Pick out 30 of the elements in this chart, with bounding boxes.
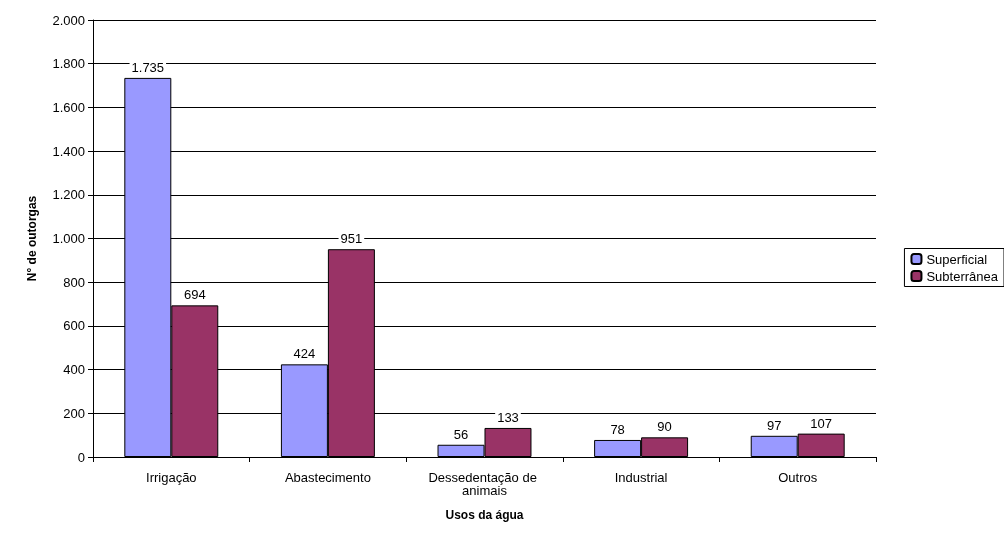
data-label: 78 xyxy=(610,421,625,437)
data-label: 1.735 xyxy=(131,59,165,75)
y-tick-label: 200 xyxy=(63,405,85,421)
x-axis-title: Usos da água xyxy=(445,508,524,522)
y-axis-title: N° de outorgas xyxy=(25,195,39,282)
data-label: 133 xyxy=(497,409,519,425)
data-label: 97 xyxy=(766,417,782,433)
legend-label: Superficial xyxy=(926,251,988,267)
data-label: 424 xyxy=(293,346,316,362)
data-label: 90 xyxy=(657,419,672,435)
y-tick-label: 1.400 xyxy=(52,143,85,159)
data-label: 56 xyxy=(453,426,469,442)
y-tick-label: 1.000 xyxy=(52,231,85,246)
data-label: 107 xyxy=(810,415,833,431)
y-tick-label: 2.000 xyxy=(52,12,85,28)
x-tick-label: Industrial xyxy=(614,470,668,485)
y-tick-label: 0 xyxy=(77,449,85,465)
x-tick-label: Abastecimento xyxy=(284,470,371,485)
y-tick-label: 1.800 xyxy=(52,56,85,72)
y-tick-label: 400 xyxy=(63,362,85,378)
data-label: 951 xyxy=(340,231,363,247)
y-tick-label: 1.200 xyxy=(52,187,85,203)
y-tick-label: 600 xyxy=(63,318,85,334)
x-tick-label: Irrigação xyxy=(146,470,197,485)
x-tick-label: Dessedentação de animais xyxy=(428,470,541,498)
y-tick-label: 1.600 xyxy=(52,99,85,115)
legend-label: Subterrânea xyxy=(926,268,999,284)
x-tick-label: Outros xyxy=(778,470,818,485)
data-label: 694 xyxy=(183,287,206,303)
y-tick-label: 800 xyxy=(63,274,85,290)
